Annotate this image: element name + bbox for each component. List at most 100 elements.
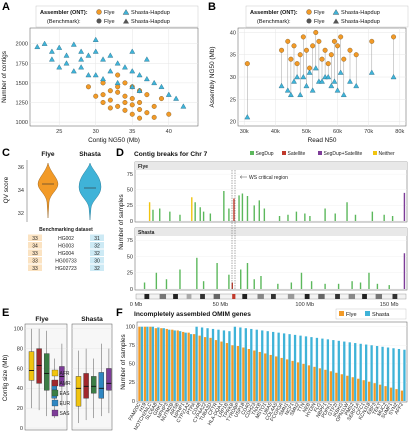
panel-f-flye-bar (165, 328, 168, 401)
panel-c-table-shasta-cell (90, 264, 104, 271)
panel-c-table-shasta: 30 (94, 259, 100, 265)
panel-a-flye-point (144, 92, 150, 98)
panel-c-table-dataset: HG002 (58, 236, 74, 242)
panel-a-ytick: 2000 (16, 42, 28, 48)
panel-f-shasta-bar (277, 332, 280, 401)
panel-e-legend-label: AFR (60, 371, 70, 377)
panel-d-break-bar (240, 269, 242, 289)
panel-c-table-flye: 33 (32, 251, 38, 257)
panel-b-flye-point (303, 47, 309, 53)
panel-d-chr-band (186, 294, 192, 299)
panel-c-ylabel: QV score (3, 176, 10, 203)
panel-d-top-title: Flye (138, 164, 148, 170)
panel-f-yticks: 0 25 50 75 100 (126, 325, 135, 405)
panel-d-break-bar (246, 263, 249, 289)
panel-e-title-shasta: Shasta (81, 316, 103, 323)
panel-b-shasta-point (334, 87, 341, 93)
panel-c-table-dataset: HG00733 (55, 259, 77, 265)
panel-b-shasta-point (244, 114, 251, 120)
panel-f-shasta-bar (168, 329, 171, 401)
panel-f-flye-bar (225, 343, 229, 401)
panel-f-shasta-bar (332, 340, 335, 401)
panel-b-flye-point (341, 56, 347, 62)
panel-c: C Flye Shasta QV score 32 34 36 Benchmar… (2, 147, 104, 272)
panel-b-flye-point (291, 43, 297, 49)
panel-d-break-bar (169, 211, 171, 221)
panel-d-break-bar (253, 279, 255, 289)
panel-f-shasta-bar (151, 326, 154, 401)
panel-d-chr-band (287, 294, 295, 299)
panel-a-legend-flye-bench (96, 18, 102, 24)
panel-b-points (244, 29, 397, 120)
panel-f-ytick: 0 (132, 399, 135, 405)
panel-d-ytick: 0 (130, 287, 133, 293)
panel-d-break-bar (179, 214, 181, 221)
panel-b-legend-box (245, 5, 409, 28)
panel-f-gene-label: NEB (302, 401, 313, 413)
panel-f-shasta-bar (310, 337, 313, 401)
panel-a-points (34, 36, 187, 121)
panel-f-shasta-bar (255, 329, 258, 401)
panel-a-flye-point (129, 102, 135, 108)
panel-a-shasta-point (107, 52, 114, 58)
panel-d-break-bar (324, 208, 326, 221)
panel-a-shasta-point (41, 40, 48, 46)
panel-d-chr-band (173, 294, 178, 299)
panel-b-flye-point (338, 34, 344, 40)
panel-d-break-bar (148, 202, 151, 221)
panel-a-shasta-point (49, 56, 55, 62)
panel-c-table-shasta-cell (90, 249, 104, 256)
panel-d-ytick: 75 (127, 172, 133, 178)
panel-d-break-bar (238, 195, 240, 221)
panel-b-legend-shasta-marker (332, 9, 340, 15)
panel-b-shasta-point (331, 78, 338, 84)
panel-a-legend-box (35, 5, 199, 28)
panel-a-shasta-point (180, 103, 187, 109)
panel-b-flye-point (310, 43, 316, 49)
panel-a-flye-point (122, 80, 128, 86)
panel-b-flye-point (313, 29, 319, 35)
panel-d-title: Contig breaks for Chr 7 (134, 151, 208, 158)
panel-a-flye-point (100, 100, 106, 105)
panel-b-flye-point (369, 38, 375, 44)
panel-d-ws-arrow (239, 175, 247, 179)
panel-d-break-bar (179, 269, 181, 289)
panel-e-shasta-box (106, 368, 112, 391)
panel-c-table-dataset: HG003 (58, 244, 74, 250)
panel-d-break-bar (295, 211, 298, 221)
panel-a-flye-point (93, 93, 99, 99)
panel-d-chr-band (242, 294, 248, 299)
panel-b-shasta-point (353, 82, 360, 89)
panel-d-break-bar (371, 211, 374, 221)
panel-f-shasta-bar (337, 340, 340, 401)
panel-e-shasta-box (98, 372, 105, 399)
panel-b-xtick: 30k (240, 129, 249, 135)
panel-f-flye-bar (198, 335, 201, 401)
panel-b-pair-lines (247, 32, 394, 118)
panel-a-shasta-point (70, 41, 77, 47)
panel-f-gene-label: TTN (296, 402, 306, 414)
panel-f-legend-shasta: Shasta (372, 312, 390, 318)
panel-f-shasta-bar (343, 341, 346, 401)
panel-f-gene-label: CFC1 (355, 402, 367, 416)
panel-b-xtick: 70k (364, 129, 373, 135)
panel-f-ytick: 25 (129, 380, 135, 386)
panel-a-shasta-point (136, 72, 143, 78)
panel-e-ylabel: Contig size (Mb) (2, 355, 9, 402)
panel-c-letter: C (2, 147, 10, 159)
panel-d-legend: SegDup Satellite SegDup+Satellite Neither (250, 151, 395, 157)
panel-f-flye-bar (138, 326, 141, 401)
panel-f-flye-bar (340, 374, 343, 401)
panel-d-chr-band (362, 294, 367, 299)
panel-d-chr-band (200, 294, 205, 299)
panel-d-break-bar (258, 200, 260, 221)
panel-f-flye-bar (160, 328, 163, 401)
panel-d-break-bar (228, 208, 230, 221)
panel-a-flye-point (166, 111, 172, 117)
panel-d-break-bar (277, 283, 279, 289)
panel-e-legend-swatch (51, 369, 59, 377)
panel-d-break-bar (202, 281, 205, 289)
panel-d-break-bar (165, 279, 168, 289)
panel-b-legend-flye-marker (306, 9, 312, 15)
panel-d-break-bar (223, 191, 225, 221)
